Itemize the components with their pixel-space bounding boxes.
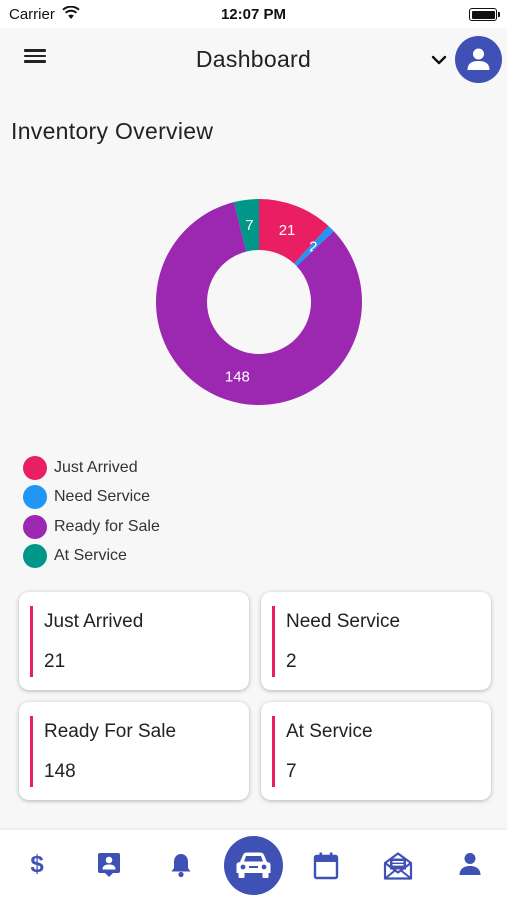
inventory-donut-chart: 21 2 148 7 (156, 199, 362, 405)
card-accent-bar (272, 716, 275, 787)
section-title: Inventory Overview (11, 118, 214, 144)
card-value: 21 (44, 651, 66, 672)
nav-item-calendar[interactable] (296, 830, 356, 900)
clock: 12:07 PM (220, 6, 287, 23)
donut-slice-ready-for-sale (156, 202, 362, 405)
bell-icon (171, 854, 191, 878)
card-title: Ready For Sale (44, 721, 177, 742)
app-bar: Dashboard (0, 28, 507, 92)
nav-item-contacts[interactable] (79, 830, 139, 900)
card-value: 148 (44, 761, 76, 782)
avatar-button[interactable] (455, 36, 502, 83)
donut-slice-at-service (233, 199, 259, 252)
page-title: Dashboard (195, 46, 312, 72)
calendar-icon (313, 852, 339, 880)
card-ready-for-sale[interactable]: Ready For Sale 148 (19, 702, 249, 800)
legend-swatch (23, 456, 47, 480)
card-value: 2 (286, 651, 297, 672)
nav-item-inventory[interactable] (224, 836, 283, 895)
hamburger-menu-icon[interactable] (20, 46, 50, 74)
status-bar: Carrier 12:07 PM (0, 0, 507, 28)
battery-icon (469, 8, 500, 21)
legend-swatch (23, 543, 47, 568)
user-avatar-icon (467, 48, 490, 70)
nav-item-profile[interactable] (440, 830, 500, 900)
card-value: 7 (286, 761, 297, 782)
card-title: Need Service (286, 611, 401, 632)
donut-slice-just-arrived (259, 199, 329, 264)
card-just-arrived[interactable]: Just Arrived 21 (19, 592, 249, 690)
legend-label: Just Arrived (54, 459, 138, 476)
donut-data-label: 21 (279, 222, 296, 239)
car-icon (236, 852, 271, 878)
mail-icon (383, 852, 413, 880)
card-title: Just Arrived (44, 611, 144, 632)
donut-data-label: 148 (225, 368, 250, 385)
card-need-service[interactable]: Need Service 2 (261, 592, 491, 690)
donut-slice-need-service (294, 226, 334, 267)
legend-label: At Service (54, 546, 127, 564)
card-at-service[interactable]: At Service 7 (261, 702, 491, 800)
legend-label: Ready for Sale (54, 517, 160, 535)
chevron-down-icon[interactable] (428, 50, 450, 70)
carrier-label: Carrier (9, 6, 55, 23)
card-accent-bar (272, 606, 275, 677)
bottom-nav: $ (0, 830, 507, 900)
nav-item-sales[interactable]: $ (7, 830, 67, 900)
legend-label: Need Service (54, 488, 151, 506)
nav-item-notifications[interactable] (151, 830, 211, 900)
card-accent-bar (30, 606, 33, 677)
donut-data-label: 7 (245, 217, 253, 234)
dollar-icon: $ (30, 851, 44, 878)
card-accent-bar (30, 716, 33, 787)
person-icon (459, 853, 481, 875)
contact-card-icon (98, 853, 120, 877)
wifi-icon (62, 6, 80, 19)
legend-swatch (23, 514, 47, 539)
legend-swatch (23, 485, 47, 510)
nav-item-messages[interactable] (368, 830, 428, 900)
donut-data-label: 2 (309, 239, 317, 256)
card-title: At Service (286, 721, 373, 742)
